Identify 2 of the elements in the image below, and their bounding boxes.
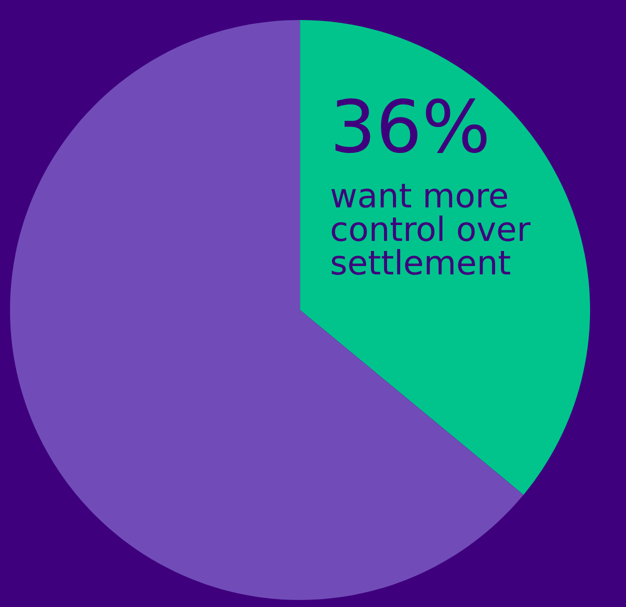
data-label: 36%	[336, 98, 487, 154]
slice-label: want more control over settlement	[331, 184, 530, 275]
